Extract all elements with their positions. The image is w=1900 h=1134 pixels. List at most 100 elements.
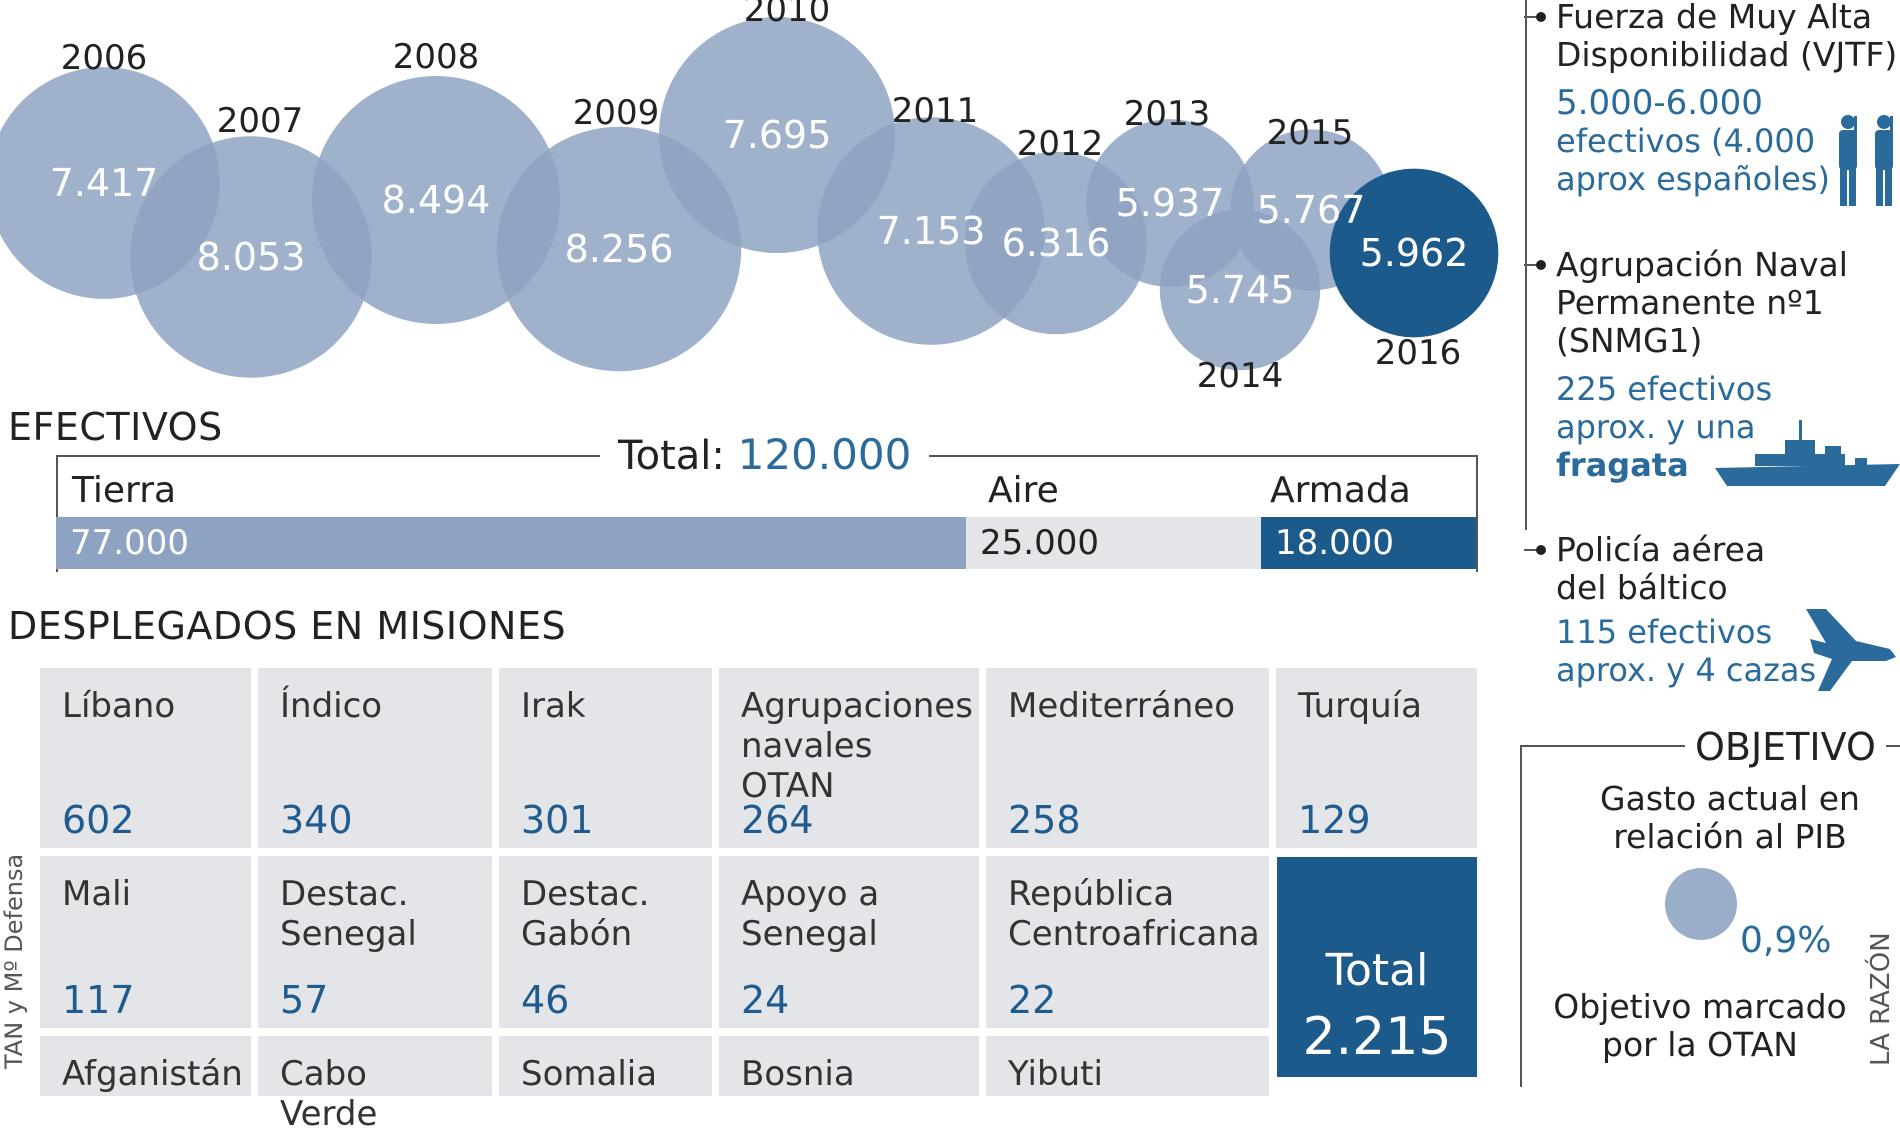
mission-cell: República Centroafricana 22 (986, 856, 1269, 1028)
mission-cell: Mediterráneo 258 (986, 668, 1269, 848)
bar-label-aire: Aire (988, 470, 1059, 511)
side-title: Policía aérea del báltico (1556, 531, 1765, 607)
mission-cell: Turquía 129 (1276, 668, 1477, 848)
mission-cell: Destac. Gabón 46 (499, 856, 712, 1028)
mission-value: 340 (280, 798, 353, 842)
side-detail-line: 115 efectivos (1556, 613, 1773, 651)
mission-name: Agrupaciones navales OTAN (741, 686, 973, 806)
year-label: 2010 (744, 0, 831, 30)
year-label: 2014 (1197, 356, 1284, 395)
mission-cell: Yibuti (986, 1036, 1269, 1096)
side-detail-line: 5.000-6.000 (1556, 83, 1763, 123)
mission-cell: Cabo Verde (258, 1036, 492, 1134)
mission-name: Yibuti (1008, 1054, 1103, 1094)
total-label: Total: 120.000 (600, 430, 930, 479)
total-text: Total: (618, 433, 725, 479)
objetivo-line: relación al PIB (1613, 817, 1847, 856)
mission-name: Bosnia (741, 1054, 855, 1094)
bubble-chart: 7.417 2006 8.053 2007 8.494 2008 8.256 2009 7.69… (0, 0, 1499, 395)
year-label: 2012 (1017, 124, 1104, 164)
bubble-value-label: 8.256 (565, 227, 674, 271)
year-label: 2006 (61, 38, 148, 78)
mission-name: Líbano (62, 686, 176, 726)
mission-value: 117 (62, 978, 135, 1022)
bar-segment-armada: 18.000 (1261, 517, 1476, 569)
side-detail: 115 efectivos aprox. y 4 cazas (1556, 613, 1816, 689)
mission-name: Destac. Senegal (280, 874, 417, 954)
side-title-line: Fuerza de Muy Alta (1556, 0, 1873, 36)
frigate-icon (1715, 420, 1900, 486)
mission-name: Mediterráneo (1008, 686, 1235, 726)
missions-total-value: 2.215 (1302, 1007, 1452, 1067)
mission-cell: Apoyo a Senegal 24 (719, 856, 979, 1028)
mission-value: 129 (1298, 798, 1371, 842)
mission-cell: Líbano 602 (40, 668, 251, 848)
missions-total-label: Total (1325, 945, 1429, 996)
timeline-tick (1524, 549, 1538, 551)
bubble-value-label: 6.316 (1002, 221, 1111, 265)
mission-value: 301 (521, 798, 594, 842)
mission-name: Somalia (521, 1054, 658, 1094)
mission-value: 46 (521, 978, 570, 1022)
mission-cell: Afganistán (40, 1036, 251, 1096)
year-label: 2015 (1267, 113, 1354, 153)
mission-name: Mali (62, 874, 132, 914)
bubble-2016 (1329, 168, 1499, 338)
bullet-dot (1536, 260, 1546, 270)
year-label: 2007 (217, 101, 304, 141)
side-title-line: Disponibilidad (VJTF) (1556, 35, 1898, 74)
objetivo-line: Objetivo marcado (1553, 987, 1847, 1026)
year-label: 2011 (892, 91, 979, 131)
mission-cell: Bosnia (719, 1036, 979, 1096)
side-detail: 225 efectivos aprox. y una fragata (1556, 370, 1772, 484)
bubble-value-label: 5.937 (1116, 181, 1225, 225)
brand-credit: LA RAZÓN (1866, 932, 1896, 1066)
bubble-2007 (130, 136, 372, 378)
side-title-line: del báltico (1556, 568, 1728, 607)
bubble-value-label: 7.417 (50, 161, 159, 205)
bar-label-tierra: Tierra (72, 470, 177, 511)
mission-name: República Centroafricana (1008, 874, 1260, 954)
side-title: Agrupación Naval Permanente nº1 (SNMG1) (1556, 246, 1848, 360)
side-detail-line: aprox. y 4 cazas (1556, 651, 1817, 689)
objetivo-text-target: Objetivo marcado por la OTAN (1530, 988, 1870, 1064)
gdp-bubble (1665, 868, 1737, 940)
side-title-line: Agrupación Naval (1556, 245, 1848, 284)
mission-value: 22 (1008, 978, 1057, 1022)
misiones-header: DESPLEGADOS EN MISIONES (8, 604, 567, 648)
mission-name: Irak (521, 686, 586, 726)
fighter-jet-icon (1806, 609, 1896, 691)
mission-cell: Mali 117 (40, 856, 251, 1028)
mission-value: 24 (741, 978, 790, 1022)
mission-name: Destac. Gabón (521, 874, 650, 954)
bubble-value-label: 5.767 (1257, 188, 1366, 232)
efectivos-header: EFECTIVOS (8, 405, 223, 449)
mission-name: Afganistán (62, 1054, 243, 1094)
side-detail: 5.000-6.000 efectivos (4.000 aprox españ… (1556, 84, 1830, 198)
mission-name: Turquía (1298, 686, 1422, 726)
total-value: 120.000 (737, 430, 912, 479)
timeline-tick (1524, 16, 1538, 18)
bubble-value-label: 5.745 (1186, 268, 1295, 312)
side-detail-line: 225 efectivos (1556, 370, 1773, 408)
side-title-line: (SNMG1) (1556, 321, 1703, 360)
bullet-dot (1536, 12, 1546, 22)
side-detail-line: efectivos (4.000 (1556, 122, 1816, 160)
side-detail-line: fragata (1556, 446, 1689, 484)
year-label: 2013 (1124, 94, 1211, 134)
bubble-value-label: 7.695 (723, 113, 832, 157)
objetivo-line: Gasto actual en (1600, 779, 1860, 818)
bubble-value-label: 8.053 (197, 235, 306, 279)
side-detail-line: aprox españoles) (1556, 160, 1830, 198)
objetivo-line: por la OTAN (1602, 1025, 1798, 1064)
source-credit: TAN y Mº Defensa (0, 853, 28, 1069)
year-label: 2008 (393, 37, 480, 77)
mission-cell: Somalia (499, 1036, 712, 1096)
soldiers-icon (1839, 115, 1893, 206)
bubble-value-label: 5.962 (1360, 231, 1469, 275)
bubble-value-label: 8.494 (382, 178, 491, 222)
mission-name: Índico (280, 686, 383, 726)
bar-segment-tierra: 77.000 (56, 517, 966, 569)
mission-value: 602 (62, 798, 135, 842)
mission-cell: Agrupaciones navales OTAN 264 (719, 668, 979, 848)
